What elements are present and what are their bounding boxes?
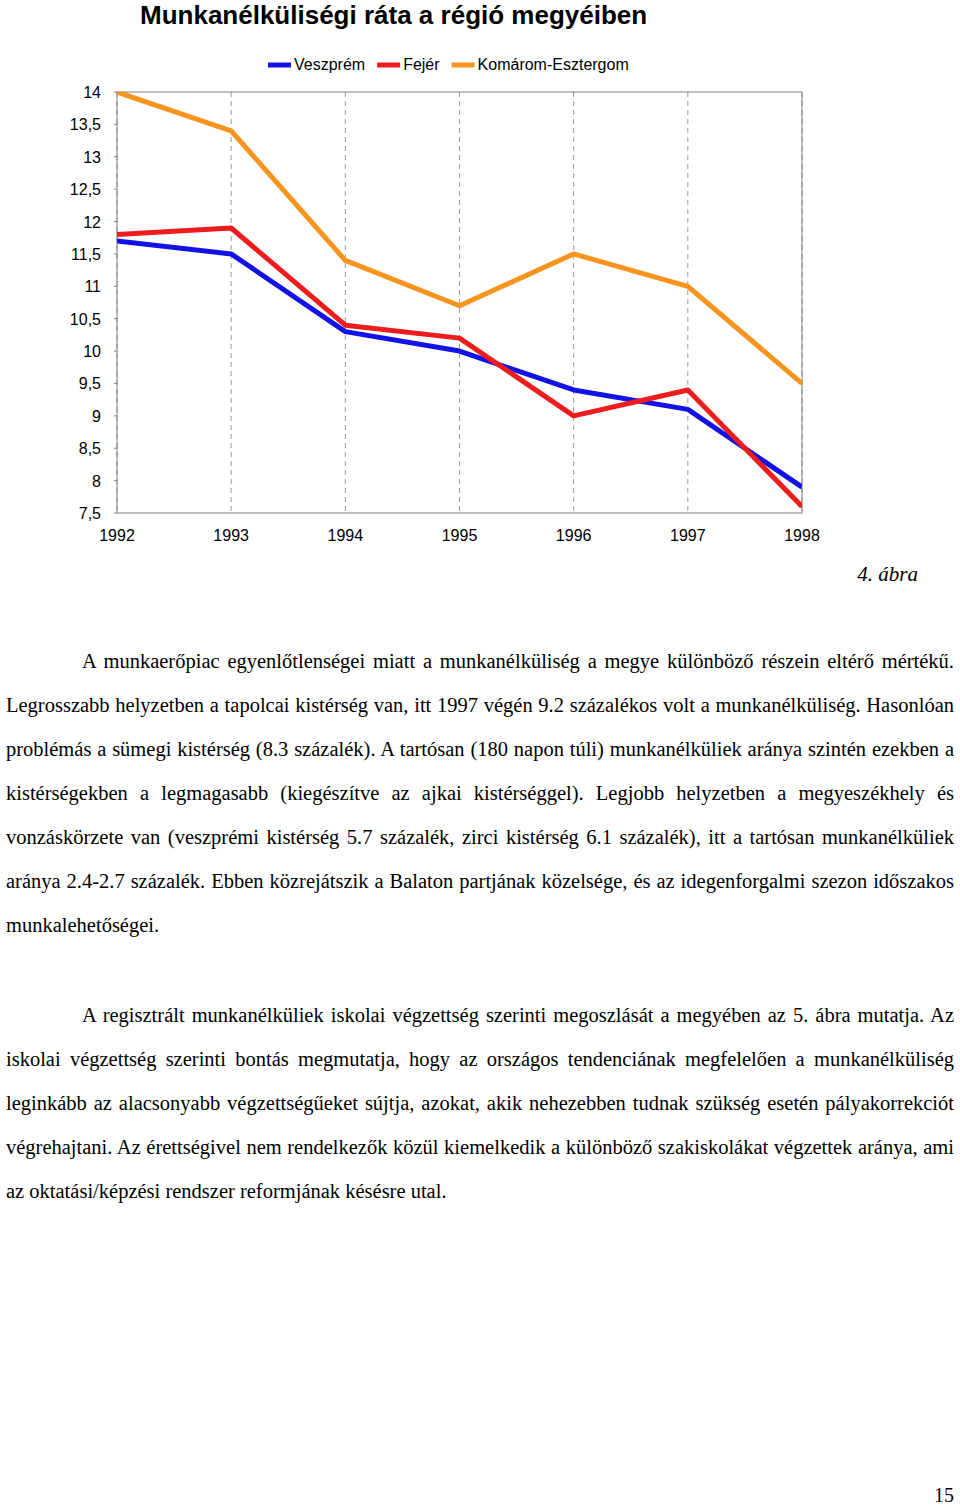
series-line: [117, 228, 802, 507]
x-tick-label: 1993: [213, 527, 249, 544]
y-tick: [114, 124, 117, 125]
y-tick-label: 10,5: [70, 311, 101, 328]
x-tick-label: 1996: [556, 527, 592, 544]
chart: Munkanélküliségi ráta a régió megyéiben 7…: [0, 0, 960, 560]
y-tick: [114, 383, 117, 384]
paragraph: A regisztrált munkanélküliek iskolai vég…: [6, 993, 954, 1213]
y-tick: [114, 253, 117, 254]
legend-label: Fejér: [403, 56, 440, 73]
y-tick: [114, 480, 117, 481]
figure-caption: 4. ábra: [857, 562, 918, 587]
x-tick-label: 1995: [442, 527, 478, 544]
legend-swatch: [268, 63, 291, 68]
y-tick-label: 12: [83, 214, 101, 231]
y-tick-label: 7,5: [79, 505, 101, 522]
y-tick-label: 9,5: [79, 375, 101, 392]
y-tick: [114, 351, 117, 352]
y-tick-label: 12,5: [70, 181, 101, 198]
y-tick: [114, 513, 117, 514]
y-tick: [114, 448, 117, 449]
y-tick: [114, 286, 117, 287]
plot-frame: [117, 92, 802, 513]
series-line: [117, 92, 802, 383]
y-tick: [114, 415, 117, 416]
y-tick-label: 9: [92, 408, 101, 425]
grid-line: [573, 92, 574, 513]
y-tick-label: 10: [83, 343, 101, 360]
x-tick-label: 1997: [670, 527, 706, 544]
legend-swatch: [452, 63, 475, 68]
y-tick: [114, 221, 117, 222]
legend-label: Komárom-Esztergom: [478, 56, 629, 73]
y-tick: [114, 92, 117, 93]
series-line: [117, 241, 802, 487]
paragraph: A munkaerőpiac egyenlőtlenségei miatt a …: [6, 639, 954, 947]
y-tick-label: 13: [83, 149, 101, 166]
legend-label: Veszprém: [294, 56, 365, 73]
y-tick: [114, 189, 117, 190]
y-tick: [114, 318, 117, 319]
chart-title: Munkanélküliségi ráta a régió megyéiben: [140, 0, 647, 30]
y-tick: [114, 156, 117, 157]
y-tick-label: 8: [92, 473, 101, 490]
legend-swatch: [377, 63, 400, 68]
y-tick-label: 11: [84, 278, 101, 295]
y-tick-label: 8,5: [79, 440, 101, 457]
grid-line: [687, 92, 688, 513]
x-tick-label: 1998: [784, 527, 820, 544]
x-tick-label: 1992: [99, 527, 135, 544]
y-tick-label: 11,5: [71, 246, 101, 263]
grid-line: [345, 92, 346, 513]
y-tick-label: 14: [83, 84, 101, 101]
grid-line: [231, 92, 232, 513]
page-number: 15: [934, 1484, 954, 1507]
x-tick-label: 1994: [328, 527, 364, 544]
y-tick-label: 13,5: [70, 116, 101, 133]
plot-area: [117, 92, 802, 507]
grid-line: [459, 92, 460, 513]
